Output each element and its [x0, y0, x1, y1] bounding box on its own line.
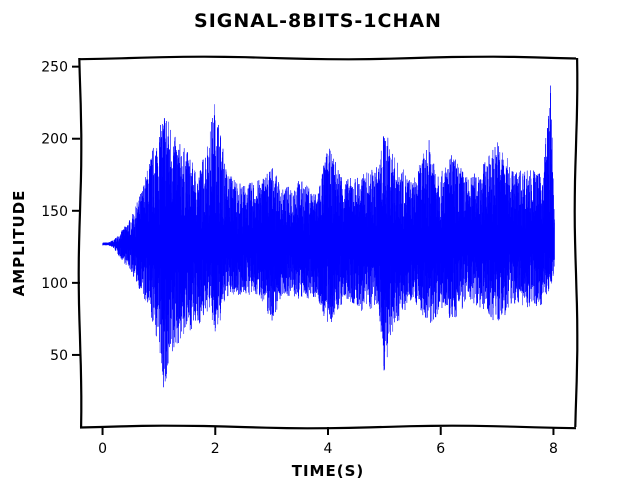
x-axis-label: TIME(S) [292, 462, 365, 480]
x-tick-label: 6 [436, 441, 445, 457]
x-tick-label: 4 [324, 441, 333, 457]
y-axis-ticks: 50 100 150 200 250 [41, 60, 80, 364]
chart-title: SIGNAL-8BITS-1CHAN [194, 10, 442, 32]
waveform-line [102, 85, 555, 388]
axes-frame [77, 55, 579, 430]
y-axis-label: AMPLITUDE [10, 190, 28, 297]
y-tick-label: 50 [50, 348, 68, 364]
x-tick-label: 2 [211, 441, 220, 457]
y-tick-label: 100 [41, 276, 68, 292]
x-axis-ticks: 0 2 4 6 8 [98, 427, 558, 457]
signal-waveform [102, 85, 555, 388]
y-tick-label: 150 [41, 204, 68, 220]
y-tick-label: 200 [41, 132, 68, 148]
x-tick-label: 0 [98, 441, 107, 457]
x-tick-label: 8 [549, 441, 558, 457]
y-tick-label: 250 [41, 60, 68, 76]
